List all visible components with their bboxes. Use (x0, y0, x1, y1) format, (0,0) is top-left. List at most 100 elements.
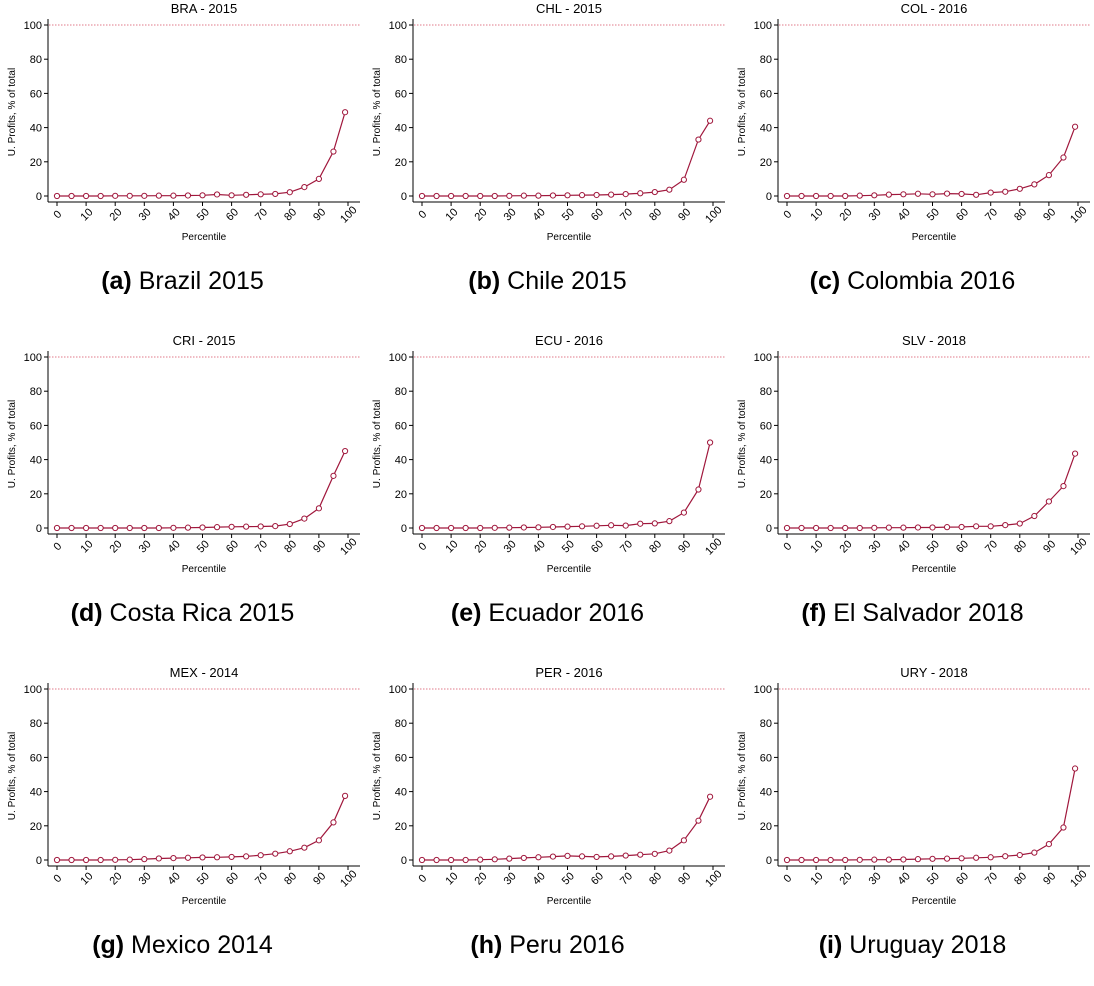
y-tick-label: 60 (395, 420, 407, 432)
data-point (706, 117, 714, 124)
chart-panel-i: URY - 2018 0 20 40 60 80 100 0 10 20 30 40 50 60 70 80 9… (730, 664, 1094, 986)
x-tick-label: 30 (137, 870, 154, 887)
data-point (871, 856, 878, 863)
data-point (1045, 172, 1052, 179)
x-tick-label: 60 (224, 870, 241, 887)
x-tick-label: 10 (808, 870, 825, 887)
data-point (1071, 450, 1079, 457)
y-axis-label: U. Profits, % of total (7, 400, 18, 488)
x-axis-label: Percentile (547, 564, 592, 575)
chart-svg: CHL - 2015 0 20 40 60 80 100 0 10 20 30 40 50 60 70 80 9… (372, 1, 725, 243)
caption-text: Chile 2015 (500, 267, 627, 295)
y-tick-label: 60 (760, 88, 772, 100)
y-tick-label: 0 (36, 191, 42, 203)
x-tick-label: 0 (51, 208, 64, 221)
series-line (57, 112, 346, 197)
caption-text: Costa Rica 2015 (102, 599, 295, 627)
data-point (53, 192, 61, 200)
y-tick-label: 100 (754, 20, 772, 32)
panel-caption: (a) Brazil 2015 (0, 266, 365, 296)
x-tick-label: 50 (560, 538, 577, 555)
data-point (943, 524, 951, 531)
chart-svg: PER - 2016 0 20 40 60 80 100 0 10 20 30 40 50 60 70 80 9… (372, 665, 725, 907)
y-tick-label: 40 (760, 455, 772, 467)
data-point (1045, 840, 1052, 848)
data-point (637, 520, 644, 527)
x-tick-label: 40 (531, 538, 548, 555)
data-point (943, 855, 951, 862)
x-tick-label: 40 (531, 206, 548, 223)
data-point (608, 522, 615, 529)
x-tick-label: 30 (502, 538, 519, 555)
data-point (213, 191, 221, 198)
data-point (608, 853, 615, 860)
data-point (286, 520, 293, 528)
data-point (666, 186, 673, 193)
data-point (170, 524, 177, 531)
data-point (97, 524, 104, 532)
data-point (301, 184, 308, 191)
x-tick-label: 50 (195, 206, 212, 223)
data-point (813, 856, 820, 864)
y-axis-label: U. Profits, % of total (372, 400, 383, 488)
data-point (783, 524, 791, 532)
data-point (1002, 521, 1009, 529)
data-point (798, 856, 805, 864)
data-point (112, 856, 119, 863)
data-point (973, 191, 980, 198)
data-point (491, 524, 498, 531)
x-tick-label: 80 (647, 538, 664, 555)
data-point (170, 855, 177, 862)
y-tick-label: 40 (760, 123, 772, 135)
data-point (973, 523, 980, 530)
data-point (987, 189, 994, 196)
x-tick-label: 80 (1012, 206, 1029, 223)
panel-caption: (h) Peru 2016 (365, 930, 730, 960)
x-tick-label: 70 (253, 870, 270, 887)
data-point (856, 856, 863, 863)
data-point (257, 191, 264, 198)
y-tick-label: 60 (30, 88, 42, 100)
data-point (315, 175, 322, 182)
chart-svg: ECU - 2016 0 20 40 60 80 100 0 10 20 30 40 50 60 70 80 9… (372, 333, 725, 575)
data-point (112, 524, 119, 532)
data-point (1071, 765, 1079, 772)
data-point (341, 447, 349, 455)
caption-text: El Salvador 2018 (826, 599, 1024, 627)
x-tick-label: 90 (676, 206, 693, 223)
data-point (973, 854, 980, 861)
data-point (272, 523, 279, 530)
data-point (1002, 188, 1009, 195)
chart-panel-f: SLV - 2018 0 20 40 60 80 100 0 10 20 30 40 50 60 70 80 9… (730, 332, 1094, 654)
data-point (520, 524, 527, 531)
data-point (680, 509, 687, 516)
data-point (520, 854, 527, 862)
x-tick-label: 80 (647, 870, 664, 887)
x-tick-label: 10 (808, 538, 825, 555)
data-point (213, 854, 221, 861)
data-point (520, 192, 527, 199)
chart-title: PER - 2016 (535, 665, 602, 680)
y-tick-label: 100 (24, 20, 42, 32)
y-tick-label: 60 (395, 752, 407, 764)
x-tick-label: 90 (676, 538, 693, 555)
data-point (1060, 824, 1067, 831)
data-point (1031, 512, 1038, 520)
y-tick-label: 60 (760, 420, 772, 432)
y-tick-label: 40 (760, 787, 772, 799)
chart-svg: COL - 2016 0 20 40 60 80 100 0 10 20 30 40 50 60 70 80 9… (737, 1, 1090, 243)
data-point (813, 524, 820, 532)
y-tick-label: 0 (401, 523, 407, 535)
x-tick-label: 100 (1068, 536, 1089, 557)
data-point (914, 856, 922, 863)
data-point (141, 524, 148, 532)
data-point (783, 856, 791, 864)
x-axis-label: Percentile (912, 232, 957, 243)
data-point (856, 524, 863, 532)
x-tick-label: 80 (282, 870, 299, 887)
chart-panel-g: MEX - 2014 0 20 40 60 80 100 0 10 20 30 40 50 60 70 80 9… (0, 664, 365, 986)
x-tick-label: 100 (703, 868, 724, 889)
panel-caption: (c) Colombia 2016 (730, 266, 1094, 296)
data-point (929, 524, 936, 531)
data-point (112, 192, 119, 199)
